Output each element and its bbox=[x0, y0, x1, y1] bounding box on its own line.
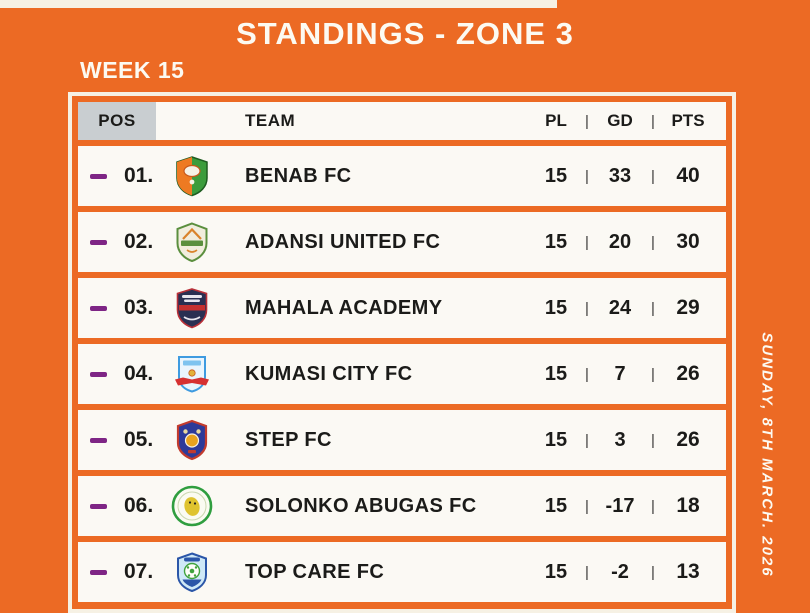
gd-value: 24 bbox=[608, 296, 632, 319]
stat-separator: | bbox=[585, 365, 589, 383]
rank-no-change-dash-icon bbox=[90, 503, 107, 509]
pl-value: 15 bbox=[544, 230, 568, 253]
stat-separator: | bbox=[651, 167, 655, 185]
pts-value: 18 bbox=[676, 494, 700, 517]
rank-no-change-dash-icon bbox=[90, 173, 107, 179]
pts-value: 29 bbox=[676, 296, 700, 319]
position-number: 06. bbox=[124, 494, 154, 517]
rank-no-change-dash-icon bbox=[90, 239, 107, 245]
pts-value: 26 bbox=[676, 428, 700, 451]
team-name: BENAB FC bbox=[245, 164, 352, 187]
header-pts: PTS bbox=[671, 111, 705, 130]
header-gd: GD bbox=[607, 111, 633, 130]
position-number: 05. bbox=[124, 428, 154, 451]
header-team: TEAM bbox=[245, 111, 296, 130]
header-pos: POS bbox=[78, 102, 156, 140]
stat-separator: | bbox=[585, 563, 589, 581]
page-title: STANDINGS - ZONE 3 bbox=[236, 16, 574, 51]
rank-no-change-dash-icon bbox=[90, 569, 107, 575]
step-fc-logo bbox=[170, 418, 214, 462]
rank-no-change-dash-icon bbox=[90, 371, 107, 377]
row-stats: 15 | 24 | 29 bbox=[532, 296, 716, 320]
gd-value: 7 bbox=[614, 362, 626, 385]
rank-no-change-dash-icon bbox=[90, 437, 107, 443]
row-stats: 15 | 3 | 26 bbox=[532, 428, 716, 452]
position-number: 04. bbox=[124, 362, 154, 385]
gd-value: 33 bbox=[608, 164, 632, 187]
row-stats: 15 | -17 | 18 bbox=[532, 494, 716, 518]
table-row: 04. KUMASI CITY FC 15 | 7 | 26 bbox=[78, 344, 726, 404]
week-label: WEEK 15 bbox=[80, 57, 185, 83]
standings-rows: 01. BENAB FC 15 | 33 | 40 02. ADANSI UNI… bbox=[78, 146, 726, 602]
table-row: 02. ADANSI UNITED FC 15 | 20 | 30 bbox=[78, 212, 726, 272]
position-number: 03. bbox=[124, 296, 154, 319]
date-label: SUNDAY, 8TH MARCH. 2026 bbox=[758, 332, 776, 578]
team-name: KUMASI CITY FC bbox=[245, 362, 413, 385]
pl-value: 15 bbox=[544, 428, 568, 451]
team-name: STEP FC bbox=[245, 428, 332, 451]
mahala-academy-logo bbox=[170, 286, 214, 330]
rank-no-change-dash-icon bbox=[90, 305, 107, 311]
row-stats: 15 | -2 | 13 bbox=[532, 560, 716, 584]
row-stats: 15 | 20 | 30 bbox=[532, 230, 716, 254]
table-row: 06. SOLONKO ABUGAS FC 15 | -17 | 18 bbox=[78, 476, 726, 536]
position-number: 01. bbox=[124, 164, 154, 187]
adansi-united-fc-logo bbox=[170, 220, 214, 264]
team-name: ADANSI UNITED FC bbox=[245, 230, 441, 253]
solonko-abugas-fc-logo bbox=[170, 484, 214, 528]
pts-value: 26 bbox=[676, 362, 700, 385]
gd-value: 20 bbox=[608, 230, 632, 253]
stat-separator: | bbox=[585, 497, 589, 515]
team-name: TOP CARE FC bbox=[245, 560, 385, 583]
gd-value: 3 bbox=[614, 428, 626, 451]
stat-separator: | bbox=[585, 167, 589, 185]
table-header-row: POS TEAM PL | GD | PTS bbox=[78, 102, 726, 140]
stat-separator: | bbox=[651, 563, 655, 581]
position-number: 02. bbox=[124, 230, 154, 253]
row-stats: 15 | 7 | 26 bbox=[532, 362, 716, 386]
stat-separator: | bbox=[651, 299, 655, 317]
header-pl: PL bbox=[545, 111, 567, 130]
pl-value: 15 bbox=[544, 560, 568, 583]
stat-separator: | bbox=[651, 112, 655, 130]
table-row: 05. STEP FC 15 | 3 | 26 bbox=[78, 410, 726, 470]
gd-value: -2 bbox=[611, 560, 629, 583]
table-row: 03. MAHALA ACADEMY 15 | 24 | 29 bbox=[78, 278, 726, 338]
gd-value: -17 bbox=[605, 494, 635, 517]
stat-separator: | bbox=[651, 365, 655, 383]
stat-separator: | bbox=[585, 431, 589, 449]
top-care-fc-logo bbox=[170, 550, 214, 594]
stat-separator: | bbox=[651, 233, 655, 251]
pts-value: 40 bbox=[676, 164, 700, 187]
top-accent-strip bbox=[0, 0, 557, 8]
pts-value: 30 bbox=[676, 230, 700, 253]
stat-separator: | bbox=[585, 233, 589, 251]
row-stats: 15 | 33 | 40 bbox=[532, 164, 716, 188]
pl-value: 15 bbox=[544, 494, 568, 517]
stat-separator: | bbox=[651, 497, 655, 515]
team-name: MAHALA ACADEMY bbox=[245, 296, 443, 319]
table-row: 01. BENAB FC 15 | 33 | 40 bbox=[78, 146, 726, 206]
pl-value: 15 bbox=[544, 362, 568, 385]
stat-separator: | bbox=[651, 431, 655, 449]
benab-fc-logo bbox=[170, 154, 214, 198]
pl-value: 15 bbox=[544, 164, 568, 187]
stat-separator: | bbox=[585, 299, 589, 317]
kumasi-city-fc-logo bbox=[170, 352, 214, 396]
standings-table: POS TEAM PL | GD | PTS 01. BENAB FC 15 |… bbox=[68, 92, 736, 613]
pts-value: 13 bbox=[676, 560, 700, 583]
header-stats: PL | GD | PTS bbox=[532, 111, 716, 131]
stat-separator: | bbox=[585, 112, 589, 130]
position-number: 07. bbox=[124, 560, 154, 583]
table-row: 07. TOP CARE FC 15 | -2 | 13 bbox=[78, 542, 726, 602]
team-name: SOLONKO ABUGAS FC bbox=[245, 494, 477, 517]
pl-value: 15 bbox=[544, 296, 568, 319]
